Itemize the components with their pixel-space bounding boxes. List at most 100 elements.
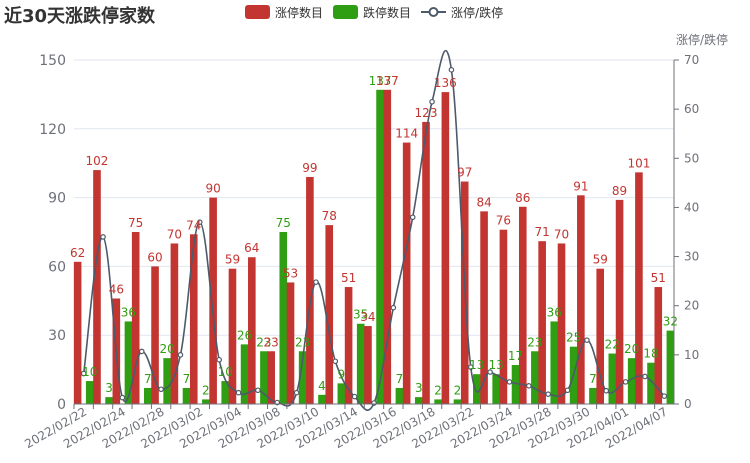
ratio-point bbox=[603, 387, 610, 394]
bar-limit-up bbox=[73, 261, 82, 404]
bar-limit-down bbox=[105, 397, 113, 404]
bars-group bbox=[73, 89, 675, 405]
ratio-point bbox=[467, 364, 474, 370]
bar-limit-down bbox=[298, 351, 307, 404]
data-label-limit-down: 32 bbox=[663, 315, 678, 329]
ratio-point bbox=[661, 393, 668, 399]
y2-tick-label: 60 bbox=[684, 102, 699, 116]
bar-limit-up bbox=[441, 92, 450, 405]
bar-limit-down bbox=[182, 387, 191, 404]
data-label-limit-down: 3 bbox=[105, 381, 113, 395]
bar-limit-down bbox=[85, 381, 94, 404]
data-label-limit-up: 53 bbox=[283, 266, 298, 280]
legend-item-limit-up[interactable]: 涨停数目 bbox=[245, 4, 323, 21]
legend-line-icon bbox=[421, 7, 447, 17]
data-label-limit-up: 51 bbox=[651, 271, 666, 285]
data-label-limit-up: 23 bbox=[264, 335, 279, 349]
bar-limit-up bbox=[325, 225, 334, 404]
data-label-limit-down: 2 bbox=[434, 383, 442, 397]
data-label-limit-down: 7 bbox=[396, 372, 404, 386]
bar-limit-down bbox=[143, 387, 152, 404]
data-label-limit-down: 137 bbox=[369, 74, 392, 88]
ratio-point bbox=[80, 370, 87, 377]
data-labels-group: 6210102346367576020707742901059266423237… bbox=[70, 74, 678, 398]
ratio-point bbox=[332, 358, 339, 365]
legend-item-ratio[interactable]: 涨停/跌停 bbox=[421, 4, 503, 21]
data-label-limit-down: 36 bbox=[121, 305, 136, 319]
ratio-point bbox=[138, 348, 145, 355]
y-tick-label: 0 bbox=[57, 397, 66, 413]
ratio-point bbox=[255, 387, 261, 394]
data-label-limit-up: 62 bbox=[70, 246, 85, 260]
y2-tick-label: 20 bbox=[684, 299, 699, 313]
bar-limit-down bbox=[376, 89, 384, 405]
data-label-limit-down: 17 bbox=[508, 349, 523, 363]
data-label-limit-up: 102 bbox=[86, 154, 109, 168]
ratio-point bbox=[235, 389, 242, 396]
bar-limit-up bbox=[344, 287, 353, 404]
bar-limit-down bbox=[337, 383, 346, 404]
bar-limit-down bbox=[453, 399, 462, 404]
y2-tick-label: 0 bbox=[684, 397, 692, 411]
bar-limit-down bbox=[395, 387, 404, 404]
ratio-point bbox=[584, 337, 590, 343]
data-label-limit-up: 75 bbox=[128, 216, 143, 230]
data-label-limit-down: 13 bbox=[489, 358, 504, 372]
bar-limit-up bbox=[248, 257, 256, 404]
data-label-limit-up: 59 bbox=[225, 253, 240, 267]
bar-limit-up bbox=[577, 195, 585, 404]
legend-item-limit-down[interactable]: 跌停数目 bbox=[333, 4, 411, 21]
ratio-point bbox=[371, 400, 377, 406]
data-label-limit-down: 26 bbox=[237, 328, 252, 342]
ratio-point bbox=[545, 391, 551, 397]
data-label-limit-up: 60 bbox=[147, 250, 162, 264]
bar-limit-up bbox=[286, 282, 295, 404]
data-label-limit-down: 4 bbox=[318, 379, 326, 393]
data-label-limit-down: 2 bbox=[454, 383, 462, 397]
y2-axis-label: 涨停/跌停 bbox=[676, 32, 728, 47]
bar-limit-up bbox=[228, 268, 237, 404]
bar-limit-down bbox=[221, 381, 230, 404]
bar-limit-down bbox=[492, 374, 500, 404]
data-label-limit-down: 25 bbox=[566, 331, 581, 345]
data-label-limit-up: 114 bbox=[395, 127, 418, 141]
bar-limit-up bbox=[267, 351, 275, 404]
bar-limit-down bbox=[356, 323, 365, 404]
data-label-limit-up: 59 bbox=[593, 253, 608, 267]
bar-limit-down bbox=[473, 374, 481, 404]
data-label-limit-down: 13 bbox=[469, 358, 484, 372]
data-label-limit-down: 22 bbox=[605, 338, 620, 352]
data-label-limit-down: 2 bbox=[202, 383, 210, 397]
data-label-limit-up: 78 bbox=[322, 209, 337, 223]
data-label-limit-up: 99 bbox=[302, 161, 317, 175]
bar-limit-down bbox=[531, 351, 539, 404]
bar-limit-down bbox=[647, 362, 655, 404]
ratio-point bbox=[351, 393, 358, 400]
legend-swatch-limit-down bbox=[333, 5, 359, 19]
ratio-point bbox=[100, 234, 106, 240]
bar-limit-down bbox=[202, 399, 210, 404]
y-tick-label: 90 bbox=[48, 191, 66, 207]
y-tick-label: 120 bbox=[39, 122, 66, 138]
data-label-limit-up: 84 bbox=[476, 195, 491, 209]
data-label-limit-up: 76 bbox=[496, 214, 511, 228]
y2-tick-label: 40 bbox=[684, 200, 699, 214]
data-label-limit-down: 23 bbox=[256, 335, 271, 349]
bar-limit-up bbox=[654, 287, 663, 404]
data-label-limit-down: 20 bbox=[624, 342, 639, 356]
ratio-point bbox=[526, 383, 532, 389]
ratio-point bbox=[313, 279, 319, 285]
chart-title: 近30天涨跌停家数 bbox=[4, 6, 156, 27]
data-label-limit-down: 75 bbox=[276, 216, 291, 230]
ratio-point bbox=[119, 394, 126, 401]
data-label-limit-up: 101 bbox=[627, 156, 650, 170]
data-label-limit-up: 46 bbox=[109, 283, 124, 297]
data-label-limit-down: 18 bbox=[643, 347, 658, 361]
bar-limit-up bbox=[402, 142, 411, 404]
bar-limit-down bbox=[627, 358, 636, 404]
ratio-point bbox=[429, 98, 435, 105]
data-label-limit-down: 3 bbox=[415, 381, 423, 395]
bar-limit-down bbox=[550, 321, 559, 404]
bar-limit-down bbox=[608, 353, 617, 404]
